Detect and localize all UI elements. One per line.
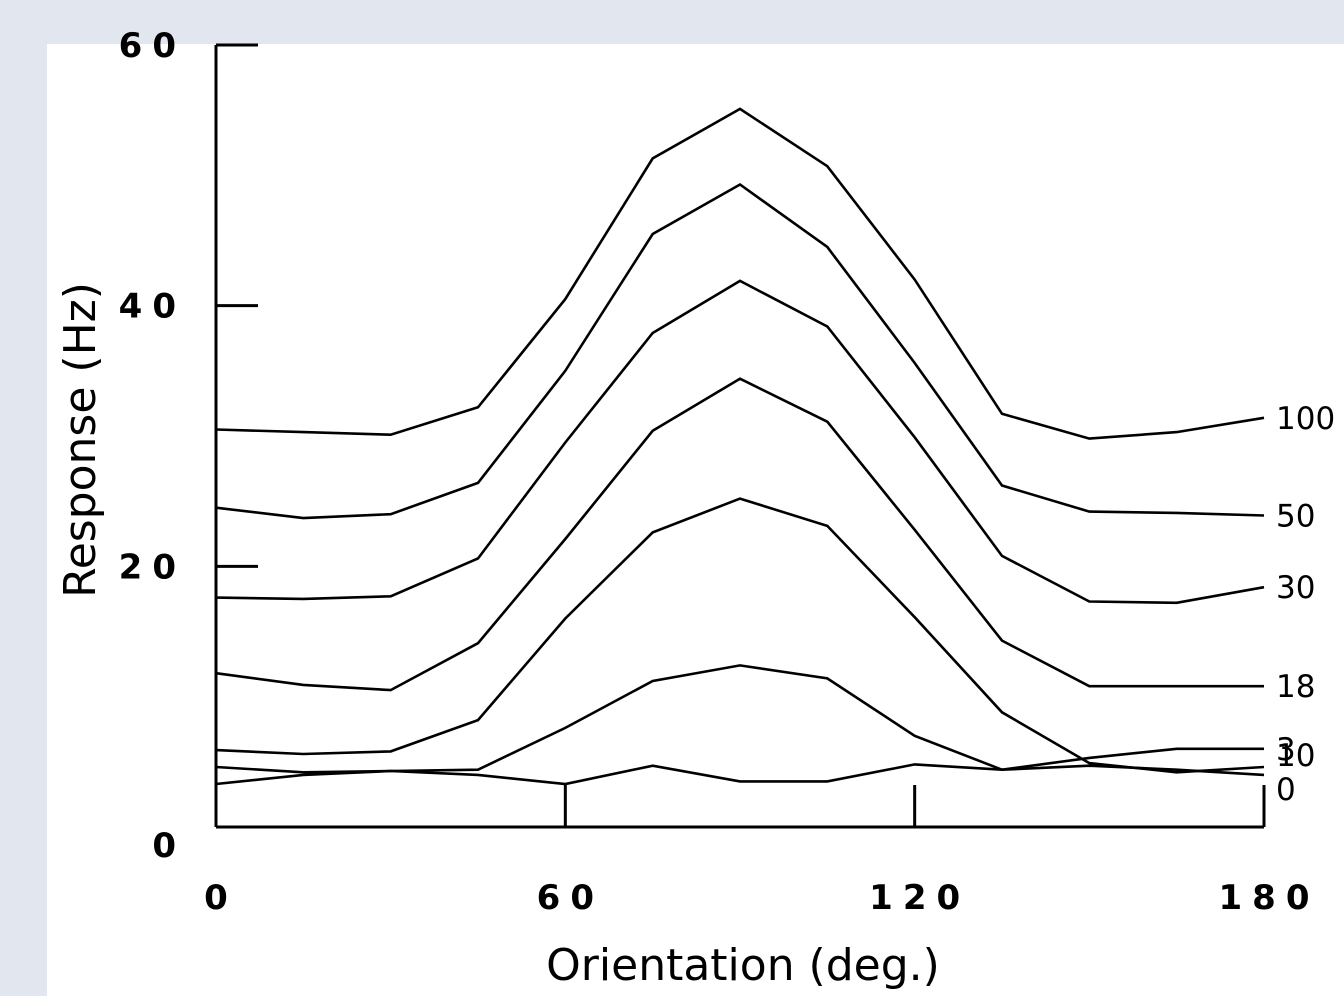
series-line-3 — [215, 664, 1264, 774]
x-axis-title: Orientation (deg.) — [546, 940, 940, 991]
series-label-100: 100 — [1276, 401, 1335, 437]
x-tick-label-0: 0 — [204, 878, 238, 918]
y-axis-title: Response (Hz) — [55, 282, 106, 598]
series-line-100 — [215, 107, 1265, 440]
series-label-30: 30 — [1276, 570, 1315, 606]
series-line-50 — [215, 182, 1265, 520]
figure-panel — [47, 44, 1344, 996]
x-tick-label-180: 180 — [1219, 878, 1320, 918]
series-label-3: 3 — [1276, 732, 1296, 768]
series-label-0: 0 — [1276, 772, 1296, 808]
series-line-10 — [215, 497, 1265, 774]
series-line-30 — [215, 279, 1265, 605]
chart-series-lines — [215, 107, 1265, 786]
x-tick-label-60: 60 — [537, 878, 604, 918]
series-label-18: 18 — [1276, 669, 1315, 705]
y-tick-label-20: 20 — [119, 547, 186, 587]
series-line-18 — [215, 377, 1264, 692]
series-label-10: 10 — [1276, 738, 1315, 774]
series-line-0 — [215, 763, 1265, 786]
series-label-50: 50 — [1276, 499, 1315, 535]
x-tick-label-120: 120 — [869, 878, 970, 918]
y-tick-label-40: 40 — [119, 287, 186, 327]
y-tick-label-0: 0 — [152, 826, 186, 866]
y-tick-label-60: 60 — [119, 26, 186, 66]
